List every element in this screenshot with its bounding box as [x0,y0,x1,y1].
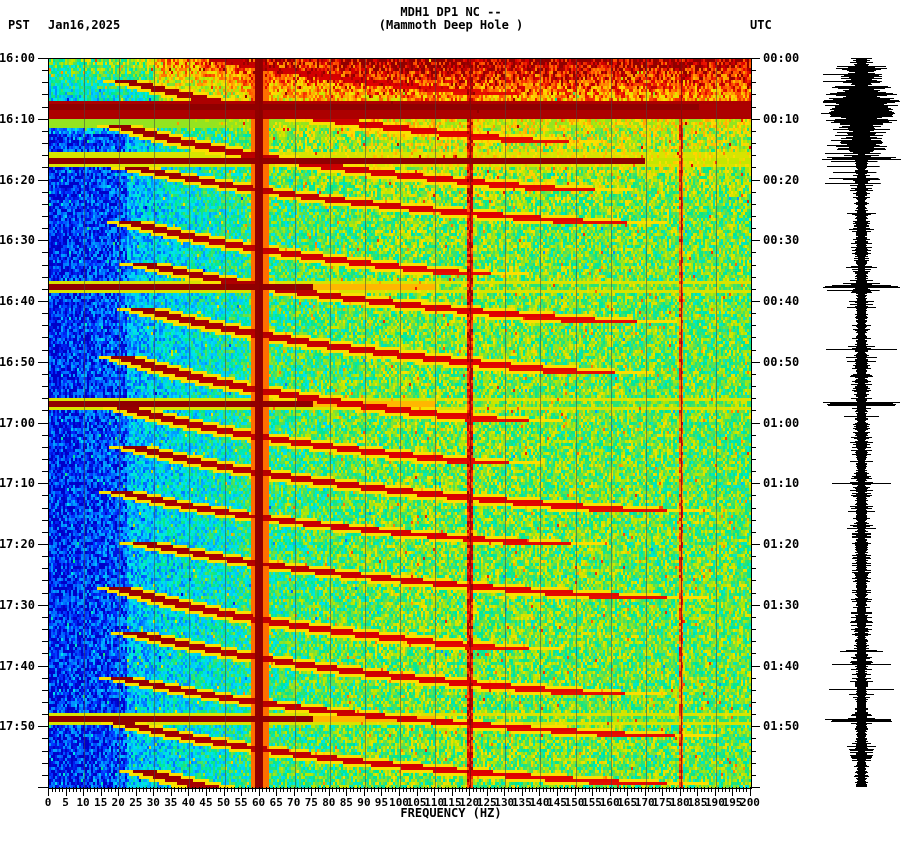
station-code-title: MDH1 DP1 NC -- [400,5,502,19]
corner-mark [6,840,11,850]
timezone-label-left: PST [8,18,30,32]
time-axis-left-pst [0,52,48,797]
spectrogram-image [49,59,751,788]
helicorder-trace [820,58,902,787]
station-name-title: (Mammoth Deep Hole ) [378,18,524,32]
timezone-label-right: UTC [750,18,772,32]
date-label: Jan16,2025 [48,18,121,32]
frequency-axis-label: FREQUENCY (HZ) [400,806,502,820]
frequency-axis-bottom [20,787,882,823]
spectrogram-plot[interactable] [48,58,752,789]
